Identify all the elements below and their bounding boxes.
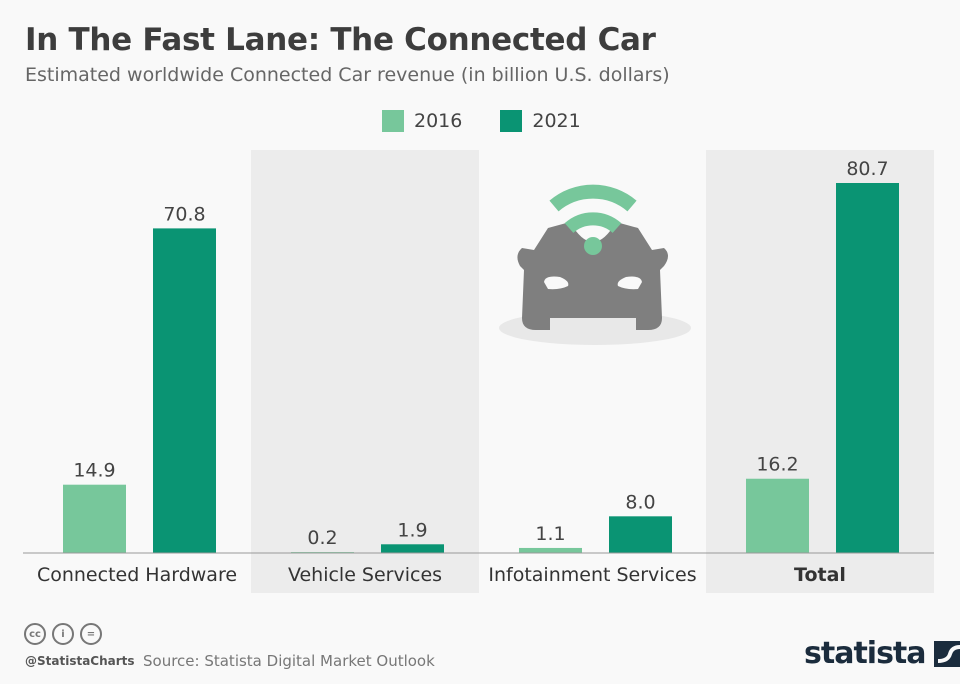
logo-text: statista — [804, 636, 927, 671]
chart-title: In The Fast Lane: The Connected Car — [25, 22, 656, 58]
cc-icon: cc — [24, 623, 46, 645]
category-label: Infotainment Services — [488, 564, 696, 586]
legend-label: 2021 — [532, 110, 581, 132]
statista-logo-icon — [933, 640, 960, 667]
bar-2021 — [609, 516, 672, 553]
legend: 2016 2021 — [382, 110, 581, 132]
legend-item-2021: 2021 — [500, 110, 581, 132]
bar-2021 — [381, 544, 444, 553]
twitter-handle[interactable]: @StatistaCharts — [25, 654, 135, 668]
category-label: Total — [794, 564, 846, 586]
source-note: Source: Statista Digital Market Outlook — [143, 652, 435, 670]
connected-car-icon — [499, 184, 691, 345]
data-label: 1.1 — [535, 523, 565, 545]
legend-item-2016: 2016 — [382, 110, 462, 132]
legend-swatch — [382, 110, 404, 132]
license-icons: cc i = — [24, 623, 102, 645]
bar-2021 — [836, 183, 899, 553]
nd-icon: = — [80, 623, 102, 645]
data-label: 70.8 — [163, 203, 205, 225]
data-label: 14.9 — [73, 460, 115, 482]
bar-2016 — [63, 484, 126, 553]
legend-swatch — [500, 110, 523, 132]
legend-label: 2016 — [414, 110, 463, 132]
bar-2016 — [746, 478, 809, 553]
category-label: Vehicle Services — [288, 564, 442, 586]
category-label: Connected Hardware — [37, 564, 237, 586]
column-shade — [706, 150, 934, 593]
by-icon: i — [52, 623, 74, 645]
bar-2021 — [153, 228, 216, 554]
column-shade — [251, 150, 479, 593]
data-label: 16.2 — [756, 454, 798, 476]
data-label: 1.9 — [397, 519, 427, 541]
statista-logo[interactable]: statista — [804, 636, 960, 671]
data-label: 80.7 — [846, 158, 888, 180]
data-label: 8.0 — [625, 491, 655, 513]
chart-subtitle: Estimated worldwide Connected Car revenu… — [25, 64, 670, 86]
data-label: 0.2 — [307, 527, 337, 549]
bar-2016 — [519, 547, 582, 553]
